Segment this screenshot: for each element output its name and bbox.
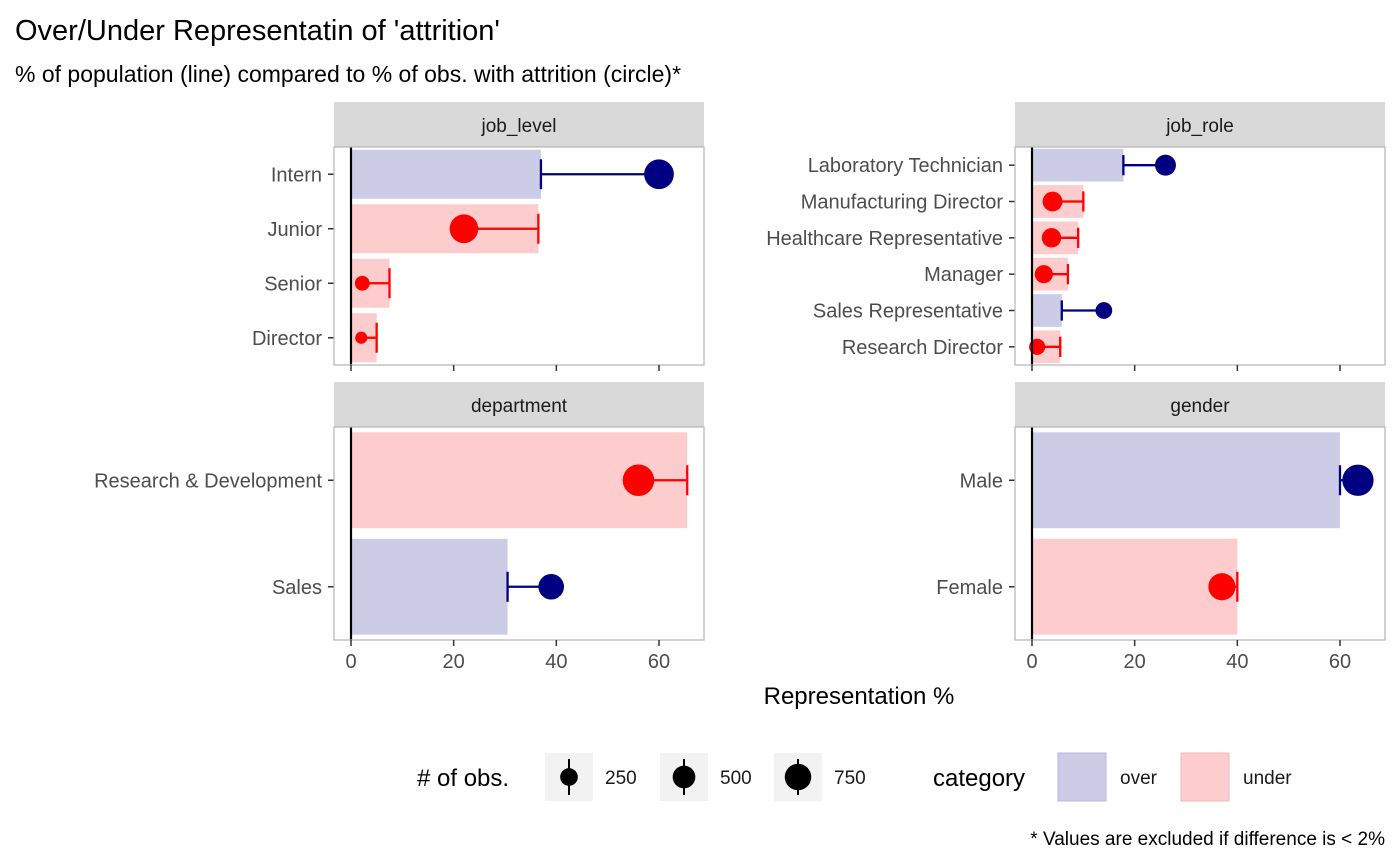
- y-tick-label: Intern: [271, 164, 322, 186]
- y-tick-label: Healthcare Representative: [766, 228, 1003, 250]
- attrition-point: [1208, 573, 1236, 601]
- caption: * Values are excluded if difference is <…: [1030, 829, 1385, 850]
- panel-gender: gender Male Female 0 20 40 60: [936, 382, 1386, 673]
- panel-border: [333, 146, 705, 366]
- attrition-point: [1041, 228, 1062, 248]
- attrition-point: [1029, 338, 1046, 355]
- panel-border: [1014, 146, 1386, 366]
- x-tick-label: 60: [648, 651, 670, 673]
- legend-category-key-under: [1180, 752, 1230, 802]
- legend-size-key-circle: [784, 763, 812, 791]
- panel-job-role: job_role Laboratory Technician Manufacturi…: [766, 102, 1386, 371]
- legend-size-label: 750: [834, 768, 866, 789]
- bar: [351, 538, 508, 635]
- y-tick-label: Sales Representative: [813, 301, 1003, 323]
- x-axis-title: Representation %: [764, 683, 955, 710]
- bar: [1032, 432, 1340, 529]
- legend-category-label: over: [1120, 768, 1158, 789]
- legend-category-key-over: [1057, 752, 1107, 802]
- x-tick-label: 20: [443, 651, 465, 673]
- attrition-point: [449, 214, 479, 244]
- y-tick-label: Director: [252, 328, 322, 350]
- legend-keys: 250 500 750 over under: [545, 752, 1292, 802]
- strip-department: [334, 382, 704, 427]
- y-tick-label: Research & Development: [94, 470, 322, 492]
- attrition-point: [644, 159, 674, 190]
- y-tick-label: Laboratory Technician: [808, 155, 1003, 177]
- bar: [1032, 294, 1062, 327]
- legend-category-label: under: [1243, 768, 1292, 789]
- legend-size-key-circle: [560, 768, 578, 786]
- y-tick-label: Senior: [264, 273, 322, 295]
- bar: [1032, 148, 1124, 182]
- attrition-point: [1342, 464, 1374, 496]
- x-tick-label: 40: [545, 651, 567, 673]
- x-tick-label: 0: [345, 651, 356, 673]
- y-tick-label: Manager: [924, 264, 1003, 286]
- y-tick-label: Research Director: [842, 337, 1004, 359]
- attrition-point: [1095, 302, 1113, 319]
- y-tick-label: Manufacturing Director: [801, 192, 1004, 214]
- strip-gender: [1015, 382, 1385, 427]
- legend-category-title: category: [933, 765, 1025, 792]
- x-tick-label: 60: [1329, 651, 1351, 673]
- panel-border: [1014, 426, 1386, 641]
- strip-label: job_level: [481, 116, 557, 137]
- x-tick-label: 20: [1124, 651, 1146, 673]
- y-tick-label: Male: [960, 470, 1003, 492]
- attrition-point: [355, 331, 368, 344]
- attrition-point: [622, 464, 655, 497]
- legend: # of obs. category 250 500 750 over under: [417, 752, 1292, 802]
- legend-size-key-circle: [672, 765, 696, 789]
- strip-label: department: [471, 396, 568, 417]
- strip-job-level: [334, 102, 704, 147]
- strip-job-role: [1015, 102, 1385, 147]
- panel-border: [333, 426, 705, 641]
- y-tick-label: Female: [936, 577, 1003, 599]
- facet-panels: job_level Intern Junior Senior Director job_r…: [94, 102, 1386, 673]
- panel-job-level: job_level Intern Junior Senior Director: [252, 102, 705, 371]
- y-tick-label: Sales: [272, 577, 322, 599]
- attrition-point: [1042, 191, 1063, 212]
- strip-label: gender: [1170, 396, 1230, 417]
- attrition-point: [1034, 265, 1053, 284]
- chart-title: Over/Under Representatin of 'attrition': [15, 15, 500, 47]
- strip-label: job_role: [1165, 116, 1234, 137]
- chart-subtitle: % of population (line) compared to % of …: [15, 61, 681, 87]
- attrition-point: [354, 275, 370, 291]
- attrition-point: [1154, 154, 1176, 176]
- attrition-point: [538, 573, 564, 600]
- panel-department: department Research & Development Sales 0 20…: [94, 382, 705, 673]
- bar: [1032, 538, 1238, 635]
- y-tick-label: Junior: [268, 219, 323, 241]
- x-tick-label: 40: [1226, 651, 1248, 673]
- bar: [351, 149, 541, 199]
- legend-size-title: # of obs.: [417, 765, 509, 792]
- x-tick-label: 0: [1026, 651, 1037, 673]
- legend-size-label: 500: [720, 768, 752, 789]
- legend-size-label: 250: [605, 768, 637, 789]
